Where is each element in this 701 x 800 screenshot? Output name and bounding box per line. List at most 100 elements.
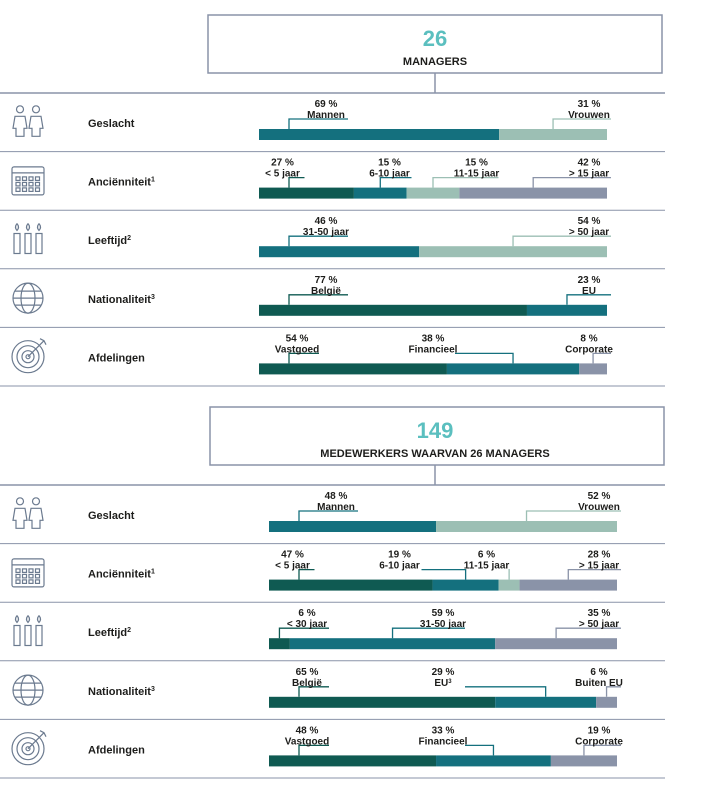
bar-segment xyxy=(579,363,607,375)
segment-name-text: België xyxy=(292,678,322,689)
icon xyxy=(15,573,21,579)
icon xyxy=(28,579,34,585)
segment-name: Corporate xyxy=(565,344,613,355)
icon xyxy=(11,166,45,196)
row-label: Afdelingen xyxy=(88,744,145,756)
segment-name: > 15 jaar xyxy=(579,561,619,572)
value-label: 54 % xyxy=(286,333,309,344)
value-label: 6 % xyxy=(478,550,495,561)
row-label-text: Geslacht xyxy=(88,510,135,522)
segment-name: < 30 jaar xyxy=(287,619,327,630)
icon xyxy=(15,105,25,114)
segment-name-text: EU xyxy=(434,678,448,689)
row-label: Anciënniteit1 xyxy=(88,177,155,189)
bar-segment xyxy=(499,129,607,140)
icon xyxy=(35,624,43,647)
value-label: 38 % xyxy=(422,333,445,344)
icon xyxy=(28,187,34,192)
icon xyxy=(25,354,31,360)
icon xyxy=(14,615,20,624)
row-label-text: Geslacht xyxy=(88,118,135,130)
segment-name: 31-50 jaar xyxy=(303,227,349,238)
icon xyxy=(25,223,31,232)
leader-line xyxy=(288,235,348,247)
bar-segment xyxy=(459,187,607,199)
segment-name: 6-10 jaar xyxy=(379,561,420,572)
segment-name-text: 31-50 jaar xyxy=(303,227,349,238)
icon xyxy=(15,290,41,306)
leader-line xyxy=(555,627,621,639)
segment-name: 11-15 jaar xyxy=(464,561,510,572)
bar-segment xyxy=(259,187,354,199)
row-label: Leeftijd2 xyxy=(88,627,131,639)
segment-name-text: België xyxy=(311,286,341,297)
row-label-text: Leeftijd xyxy=(88,627,127,639)
icon xyxy=(28,115,44,137)
row-label-text: Anciënniteit xyxy=(88,177,151,189)
header-count: 149 xyxy=(417,418,454,443)
row-label-sup: 2 xyxy=(127,627,131,634)
segment-name: EU3 xyxy=(434,678,452,689)
icon xyxy=(34,568,41,574)
icon xyxy=(28,181,34,187)
icon xyxy=(21,350,35,364)
segment-name-text: > 50 jaar xyxy=(579,619,619,630)
segment-name: > 50 jaar xyxy=(569,227,609,238)
segment-name-text: Mannen xyxy=(307,110,345,121)
bar-segment xyxy=(353,187,407,199)
bar-segment xyxy=(289,638,496,650)
segment-name: Buiten EU xyxy=(575,678,623,689)
icon xyxy=(14,223,20,232)
icon xyxy=(15,682,41,698)
icon xyxy=(16,737,40,761)
value-label: 15 % xyxy=(465,158,488,169)
segment-name: 31-50 jaar xyxy=(420,619,466,630)
icon xyxy=(11,340,45,374)
value-label: 23 % xyxy=(578,275,601,286)
icon xyxy=(34,187,41,192)
icon xyxy=(27,338,47,358)
icon xyxy=(15,176,21,181)
segment-name-text: 6-10 jaar xyxy=(369,169,410,180)
icon xyxy=(31,497,41,506)
segment-name-text: < 5 jaar xyxy=(275,561,310,572)
value-label: 6 % xyxy=(590,667,607,678)
segment-name: Mannen xyxy=(307,110,345,121)
segment-name-text: Financieel xyxy=(419,736,468,747)
bar-segment xyxy=(259,304,527,316)
icon xyxy=(35,232,43,255)
segment-name: België xyxy=(292,678,322,689)
segment-name: Vrouwen xyxy=(568,110,610,121)
bar-segment xyxy=(406,187,460,199)
leader-line xyxy=(288,176,305,188)
leader-line xyxy=(278,627,329,639)
value-label: 69 % xyxy=(315,99,338,110)
leader-line xyxy=(592,352,611,364)
header-title: MANAGERS xyxy=(403,56,467,68)
value-label: 19 % xyxy=(388,550,411,561)
bar-segment xyxy=(259,363,447,375)
segment-name-text: Vastgoed xyxy=(285,736,329,747)
icon xyxy=(12,115,28,137)
icon xyxy=(13,624,21,647)
segment-name-text: 11-15 jaar xyxy=(454,169,500,180)
segment-name-text: > 50 jaar xyxy=(569,227,609,238)
segment-name-text: > 15 jaar xyxy=(569,169,609,180)
icon xyxy=(16,345,40,369)
bar-segment xyxy=(432,579,499,591)
icon xyxy=(36,615,42,624)
icon xyxy=(24,232,32,255)
value-label: 48 % xyxy=(325,491,348,502)
icon xyxy=(21,742,35,756)
icon xyxy=(21,187,28,192)
leader-line xyxy=(298,686,329,697)
value-label: 33 % xyxy=(432,725,455,736)
segment-name-text: Buiten EU xyxy=(575,678,623,689)
value-label: 65 % xyxy=(296,667,319,678)
row-label-text: Nationaliteit xyxy=(88,686,151,698)
segment-name-text: 31-50 jaar xyxy=(420,619,466,630)
segment-name-text: Vrouwen xyxy=(578,502,620,513)
bar-segment xyxy=(269,638,290,650)
leader-line xyxy=(298,568,315,580)
